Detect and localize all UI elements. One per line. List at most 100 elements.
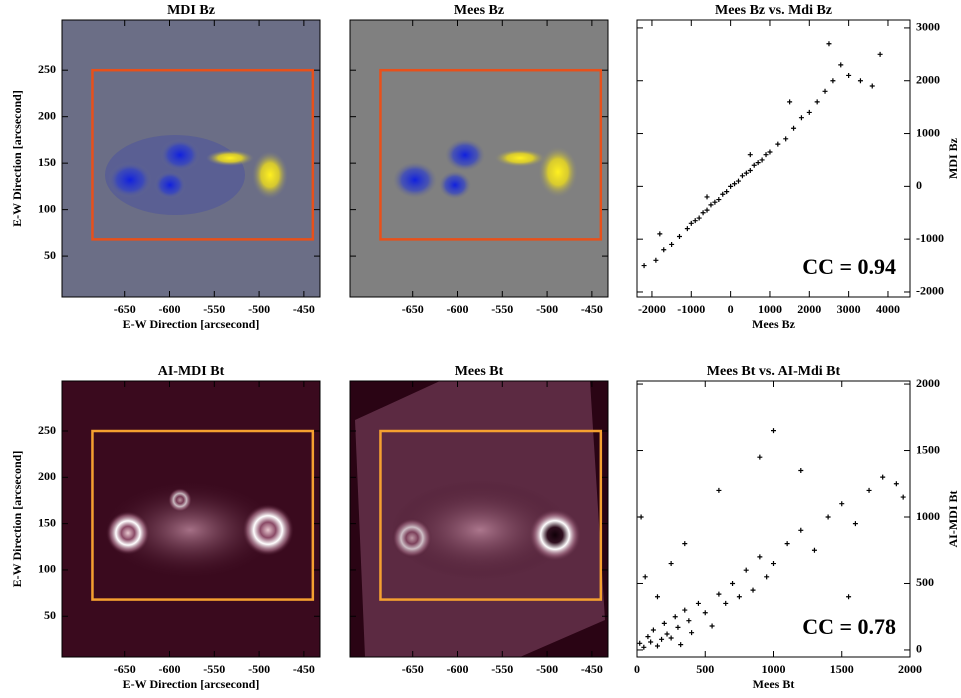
mdi-bz-image <box>62 20 320 297</box>
scatter-point <box>716 487 722 493</box>
scatter-point <box>724 189 730 195</box>
scatter-point <box>743 170 749 176</box>
scatter-point <box>798 467 804 473</box>
scatter-point <box>880 474 886 480</box>
scatter-point <box>728 183 734 189</box>
scatter-point <box>664 631 670 637</box>
region-box <box>379 68 603 241</box>
panel-title: Mees Bz <box>454 3 504 18</box>
scatter-point <box>708 202 714 208</box>
scatter-point <box>755 160 761 166</box>
scatter-point <box>747 152 753 158</box>
x-tick-label: -500 <box>536 302 558 316</box>
scatter-point <box>798 527 804 533</box>
plot-frame <box>61 19 321 298</box>
x-tick-label: -550 <box>491 662 513 676</box>
x-tick-label: -650 <box>114 662 136 676</box>
scatter-point <box>645 634 651 640</box>
y-tick-label: 1000 <box>916 509 940 523</box>
mees-bt-image <box>350 381 608 657</box>
scatter-point <box>763 152 769 158</box>
x-tick-label: 1500 <box>830 662 854 676</box>
cc-annotation: CC = 0.78 <box>802 614 896 639</box>
scatter-point <box>787 99 793 105</box>
scatter-point <box>877 51 883 57</box>
y-tick-label: 150 <box>38 155 56 169</box>
x-tick-label: 3000 <box>837 302 861 316</box>
scatter-point <box>650 627 656 633</box>
x-tick-label: -550 <box>203 662 225 676</box>
scatter-point <box>659 636 665 642</box>
scatter-point <box>857 78 863 84</box>
scatter-point <box>791 125 797 131</box>
x-tick-label: 1000 <box>758 302 782 316</box>
cc-annotation: CC = 0.94 <box>802 254 896 279</box>
scatter-point <box>900 494 906 500</box>
x-tick-label: -600 <box>159 302 181 316</box>
scatter-point <box>838 62 844 68</box>
scatter-point <box>759 157 765 163</box>
scatter-point <box>806 109 812 115</box>
y-tick-label: -1000 <box>916 231 944 245</box>
scatter-point <box>751 162 757 168</box>
region-box <box>379 429 603 601</box>
scatter-point <box>723 600 729 606</box>
scatter-point <box>709 623 715 629</box>
y-tick-label: 200 <box>38 108 56 122</box>
y-axis-label: E-W Direction [arcsecond] <box>10 451 24 588</box>
scatter-point <box>672 614 678 620</box>
y-tick-label: 1000 <box>916 125 940 139</box>
scatter-point <box>825 514 831 520</box>
plot-frame <box>636 19 911 298</box>
y-tick-label: 3000 <box>916 20 940 34</box>
scatter-point <box>654 643 660 649</box>
scatter-point <box>814 99 820 105</box>
scatter-point <box>682 607 688 613</box>
scatter-point <box>743 567 749 573</box>
scatter-point <box>686 618 692 624</box>
y-tick-label: 50 <box>44 248 56 262</box>
plot-frame <box>349 380 609 658</box>
x-tick-label: -450 <box>293 302 315 316</box>
scatter-point <box>757 554 763 560</box>
panel-title: Mees Bt vs. AI-Mdi Bt <box>707 364 841 379</box>
scatter-point <box>648 639 654 645</box>
x-axis-label: Mees Bz <box>752 317 796 331</box>
x-tick-label: -1000 <box>677 302 705 316</box>
scatter-point <box>692 218 698 224</box>
panel-title: Mees Bt <box>455 364 504 379</box>
scatter-point <box>846 72 852 78</box>
panel-title: MDI Bz <box>167 3 215 18</box>
scatter-point <box>846 594 852 600</box>
panel-title: AI-MDI Bt <box>158 364 225 379</box>
scatter-point <box>668 635 674 641</box>
scatter-point <box>641 263 647 269</box>
scatter-point <box>689 630 695 636</box>
scatter-point <box>682 541 688 547</box>
scatter-point <box>783 136 789 142</box>
scatter-point <box>798 115 804 121</box>
scatter-point <box>716 197 722 203</box>
scatter-point <box>830 78 836 84</box>
x-axis-label: E-W Direction [arcsecond] <box>123 677 260 691</box>
panel-title: Mees Bz vs. Mdi Bz <box>715 3 832 18</box>
scatter-point <box>661 247 667 253</box>
x-tick-label: -650 <box>402 302 424 316</box>
y-tick-label: 2000 <box>916 376 940 390</box>
y-tick-label: 250 <box>38 423 56 437</box>
scatter-point <box>669 241 675 247</box>
scatter-point <box>757 454 763 460</box>
plot-frame <box>61 380 321 658</box>
scatter-point <box>688 220 694 226</box>
scatter-point <box>716 591 722 597</box>
scatter-point <box>893 481 899 487</box>
y-tick-label: 100 <box>38 562 56 576</box>
scatter-point <box>704 194 710 200</box>
x-tick-label: 2000 <box>898 662 922 676</box>
x-tick-label: -2000 <box>638 302 666 316</box>
scatter-point <box>730 580 736 586</box>
x-tick-label: 4000 <box>876 302 900 316</box>
scatter-point <box>747 168 753 174</box>
y-tick-label: 500 <box>916 575 934 589</box>
